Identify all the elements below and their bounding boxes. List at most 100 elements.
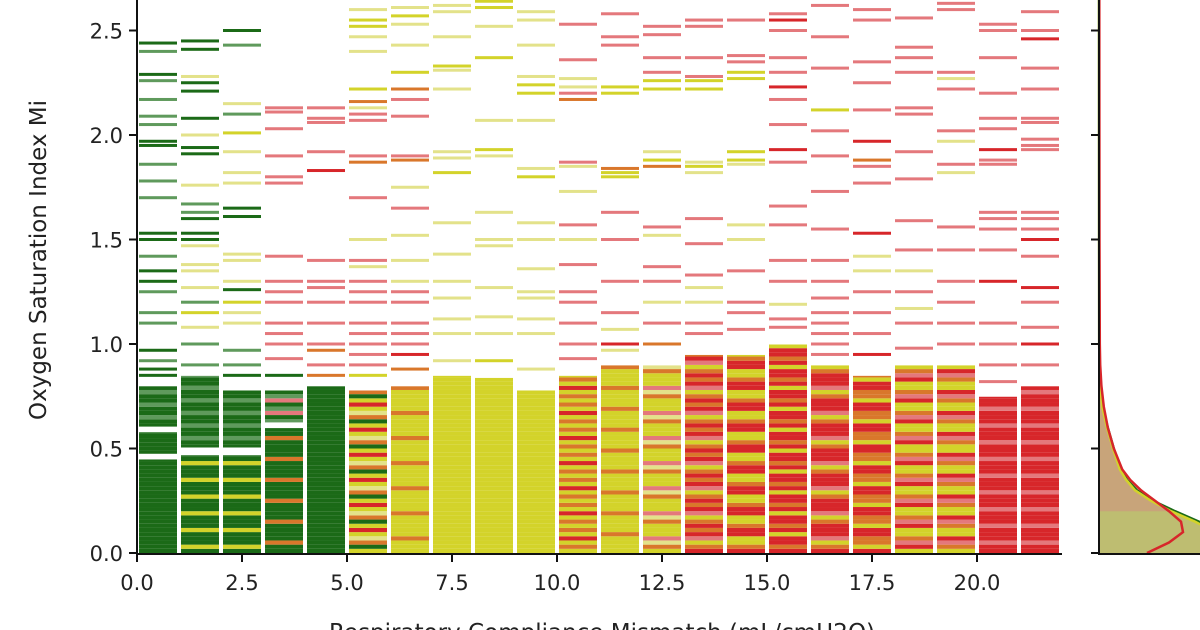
strip-block-band [433,469,471,474]
strip-block-band [643,532,681,537]
strip-block-band [517,507,555,512]
strip-block-band [769,435,807,441]
strip-mark [895,112,933,116]
strip-mark [265,342,303,346]
strip-block-band [727,498,765,503]
strip-block-band [349,494,387,499]
strip-block-band [643,423,681,428]
strip-column-9 [517,10,555,553]
strip-gap [769,342,807,345]
strip-column-4 [307,106,345,553]
strip-block-band [433,540,471,545]
strip-mark [1021,363,1059,367]
strip-block-band [181,536,219,541]
strip-mark [223,258,261,262]
strip-block-band [475,398,513,403]
strip-mark [349,258,387,262]
strip-block-band [895,431,933,436]
strip-mark [1021,217,1059,221]
strip-block-band [895,381,933,386]
strip-block-band [979,548,1017,553]
strip-block-band [181,435,219,441]
strip-block-band [475,427,513,432]
strip-block-band [349,448,387,453]
strip-block-band [349,427,387,432]
strip-block-band [475,519,513,524]
strip-block-band [349,431,387,436]
strip-block-band [727,356,765,361]
strip-mark [601,311,639,315]
strip-block-band [223,490,261,495]
strip-mark [685,24,723,28]
strip-mark [139,290,177,294]
strip-block-band [391,502,429,508]
strip-block-band [349,490,387,495]
strip-block-band [223,456,261,462]
strip-block-band [181,494,219,499]
strip-mark [769,317,807,321]
strip-column-6 [391,6,429,553]
strip-gap [265,422,303,425]
strip-mark [307,120,345,124]
strip-block-band [811,419,849,424]
strip-block-band [349,548,387,553]
strip-block-band [727,477,765,482]
strip-mark [349,160,387,164]
strip-block-band [139,442,177,447]
strip-mark [643,33,681,37]
strip-mark [391,342,429,346]
strip-mark [811,352,849,356]
strip-block-band [853,431,891,436]
strip-block-band [643,406,681,411]
strip-block-band [853,465,891,470]
strip-mark [433,296,471,300]
strip-block-band [307,461,345,466]
strip-block-band [517,431,555,436]
strip-block-band [895,440,933,445]
strip-block-band [139,519,177,524]
strip-block-band [391,389,429,395]
strip-block-band [139,450,177,455]
strip-column-15 [769,12,807,553]
strip-block-band [895,507,933,512]
strip-block-band [139,486,177,491]
strip-block-band [181,544,219,549]
strip-block-band [391,477,429,482]
strip-block-band [811,440,849,445]
strip-block-band [895,481,933,487]
strip-block-band [601,369,639,374]
strip-mark [643,87,681,91]
strip-block-band [895,427,933,432]
strip-block-band [223,415,261,420]
strip-block-band [223,527,261,533]
strip-block-band [895,406,933,411]
strip-block-band [685,373,723,378]
strip-block-band [349,477,387,482]
strip-mark [643,342,681,346]
strip-block-band [811,452,849,457]
strip-block-band [475,377,513,382]
strip-block-band [307,502,345,508]
strip-mark [139,373,177,377]
strip-block-band [937,398,975,403]
strip-block-band [601,440,639,445]
strip-block-band [139,544,177,549]
strip-mark [727,70,765,74]
strip-mark [433,35,471,39]
strip-block-band [391,536,429,541]
strip-block-band [139,477,177,482]
strip-block-band [853,427,891,432]
strip-block-band [853,375,891,378]
strip-block-band [601,419,639,424]
strip-mark [895,45,933,49]
strip-mark [979,29,1017,32]
strip-block-band [769,431,807,436]
strip-mark [727,162,765,166]
strip-block-band [895,519,933,524]
strip-mark [181,300,219,304]
strip-mark [181,269,219,273]
strip-mark [139,123,177,127]
strip-block-band [307,515,345,520]
strip-block-band [433,435,471,441]
strip-block-band [643,398,681,403]
